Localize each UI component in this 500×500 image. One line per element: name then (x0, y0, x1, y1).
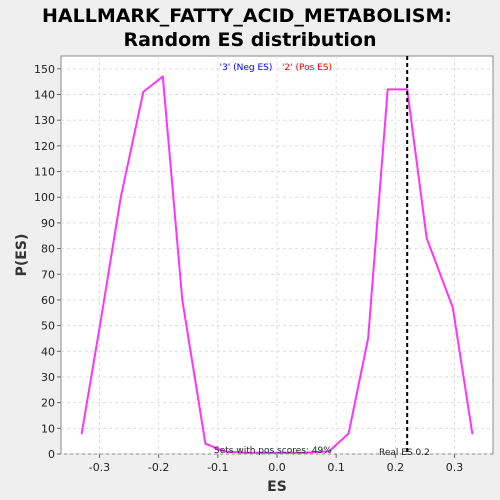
series-layer (80, 56, 474, 454)
data-point (224, 450, 226, 453)
y-tick-label: 90 (41, 217, 55, 230)
data-point (119, 196, 122, 199)
data-point (243, 451, 246, 454)
y-tick-label: 50 (41, 320, 55, 333)
x-tick-label: 0.2 (387, 461, 405, 474)
series-line (80, 75, 474, 454)
legend-pos-es: '2' (Pos ES) (282, 63, 332, 73)
y-tick-label: 150 (34, 63, 55, 76)
y-tick-label: 10 (41, 422, 55, 435)
data-point (181, 299, 184, 301)
legend-neg-es: '3' (Neg ES) (220, 63, 273, 73)
x-tick-label: -0.1 (207, 461, 228, 474)
data-point (367, 337, 369, 340)
data-point (161, 75, 164, 78)
x-axis-label: ES (267, 479, 287, 495)
grid (61, 56, 493, 455)
data-point (425, 237, 428, 240)
y-tick-label: 110 (34, 166, 55, 179)
y-tick-label: 30 (41, 371, 55, 384)
y-tick-label: 120 (34, 140, 55, 153)
data-point (471, 432, 474, 435)
chart-title-line2: Random ES distribution (123, 29, 376, 51)
data-point (328, 450, 330, 453)
axes: 0 10 20 30 40 50 60 70 80 90 100 110 120 130 140 150 -0.… (34, 63, 463, 474)
y-tick-label: 40 (41, 345, 55, 358)
pos-scores-annotation: Sets with pos scores: 49% (214, 446, 332, 456)
y-tick-label: 0 (48, 448, 55, 461)
data-point (386, 88, 389, 91)
data-point (263, 451, 265, 454)
y-tick-label: 140 (34, 89, 55, 102)
x-tick-label: 0.0 (268, 461, 286, 474)
data-point (282, 451, 285, 454)
data-point (347, 432, 350, 435)
y-tick-label: 130 (34, 114, 55, 127)
x-tick-label: 0.3 (446, 461, 464, 474)
data-point (451, 306, 454, 309)
y-tick-label: 60 (41, 294, 55, 307)
data-point (100, 317, 103, 319)
y-tick-label: 70 (41, 268, 55, 281)
x-tick-label: 0.1 (327, 461, 345, 474)
y-tick-label: 20 (41, 397, 55, 410)
real-es-label: Real ES 0.2 (379, 448, 430, 458)
data-point (406, 88, 408, 91)
y-axis-label: P(ES) (14, 234, 30, 277)
data-point (80, 432, 83, 435)
data-point (204, 442, 207, 445)
x-tick-label: -0.3 (89, 461, 110, 474)
chart-title-line1: HALLMARK_FATTY_ACID_METABOLISM: (42, 5, 452, 27)
y-tick-label: 100 (34, 191, 55, 204)
y-tick-label: 80 (41, 243, 55, 256)
data-point (142, 91, 145, 93)
data-point (302, 451, 304, 454)
x-tick-label: -0.2 (148, 461, 169, 474)
